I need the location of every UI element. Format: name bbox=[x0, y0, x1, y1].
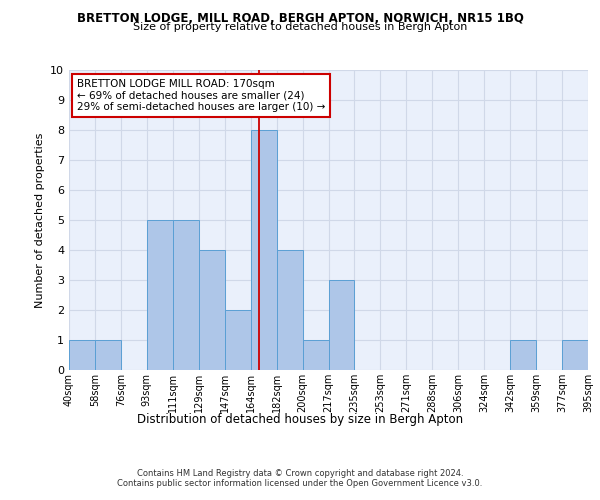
Bar bbox=[510, 340, 536, 370]
Bar bbox=[173, 220, 199, 370]
Bar bbox=[199, 250, 224, 370]
Bar bbox=[329, 280, 355, 370]
Text: Contains public sector information licensed under the Open Government Licence v3: Contains public sector information licen… bbox=[118, 479, 482, 488]
Text: BRETTON LODGE MILL ROAD: 170sqm
← 69% of detached houses are smaller (24)
29% of: BRETTON LODGE MILL ROAD: 170sqm ← 69% of… bbox=[77, 79, 325, 112]
Bar bbox=[225, 310, 251, 370]
Text: Contains HM Land Registry data © Crown copyright and database right 2024.: Contains HM Land Registry data © Crown c… bbox=[137, 469, 463, 478]
Bar bbox=[95, 340, 121, 370]
Text: BRETTON LODGE, MILL ROAD, BERGH APTON, NORWICH, NR15 1BQ: BRETTON LODGE, MILL ROAD, BERGH APTON, N… bbox=[77, 12, 523, 26]
Y-axis label: Number of detached properties: Number of detached properties bbox=[35, 132, 44, 308]
Bar bbox=[251, 130, 277, 370]
Text: Distribution of detached houses by size in Bergh Apton: Distribution of detached houses by size … bbox=[137, 412, 463, 426]
Bar bbox=[277, 250, 302, 370]
Bar bbox=[562, 340, 588, 370]
Bar bbox=[302, 340, 329, 370]
Text: Size of property relative to detached houses in Bergh Apton: Size of property relative to detached ho… bbox=[133, 22, 467, 32]
Bar bbox=[69, 340, 95, 370]
Bar bbox=[147, 220, 173, 370]
